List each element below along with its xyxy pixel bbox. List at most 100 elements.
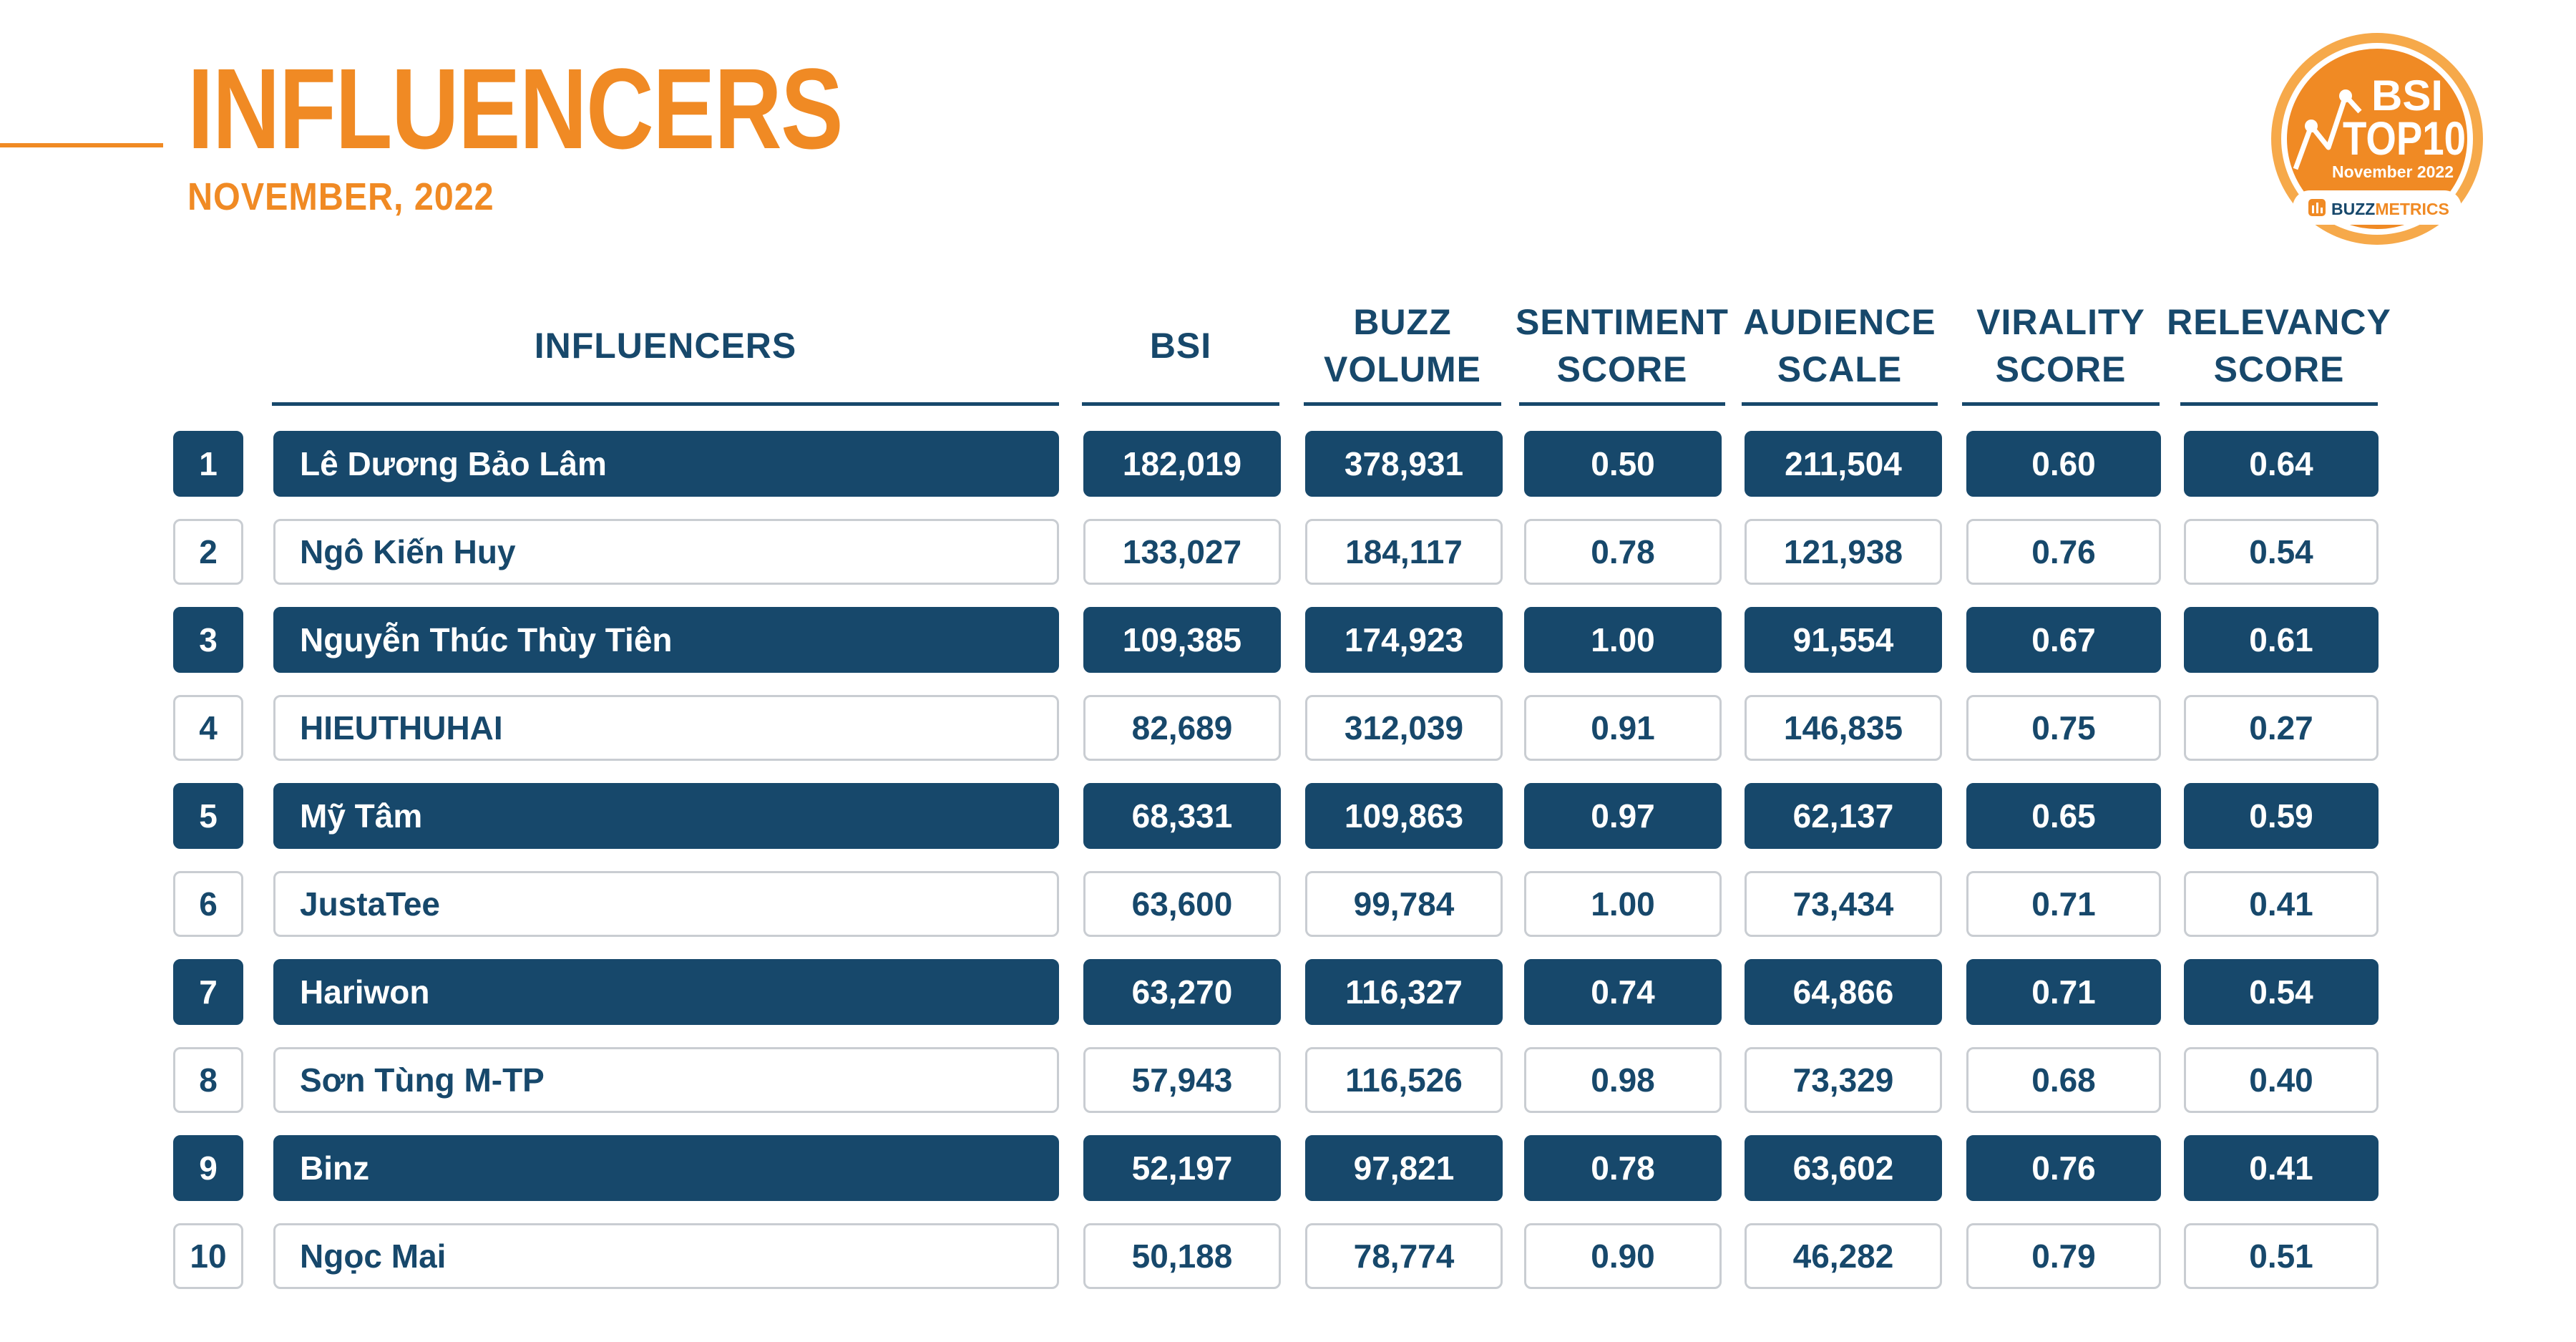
sentiment-score-cell: 0.74 — [1524, 959, 1722, 1025]
virality-score-cell: 0.79 — [1966, 1223, 2161, 1289]
buzz-volume-cell: 184,117 — [1305, 519, 1503, 585]
rank-cell: 2 — [173, 519, 243, 585]
relevancy-score-cell: 0.41 — [2184, 1135, 2379, 1201]
influencer-name-cell: Hariwon — [273, 959, 1059, 1025]
rank-cell: 4 — [173, 695, 243, 761]
virality-score-cell: 0.60 — [1966, 431, 2161, 497]
relevancy-score-cell: 0.51 — [2184, 1223, 2379, 1289]
relevancy-score-cell: 0.41 — [2184, 871, 2379, 937]
header-underline — [1304, 402, 1501, 406]
badge-trend-line-icon — [2293, 93, 2362, 170]
badge-bsi-text: BSI — [2371, 72, 2443, 120]
col-header-buzz-volume: BUZZ VOLUME — [1324, 302, 1481, 389]
header-underline — [272, 402, 1059, 406]
sentiment-score-cell: 1.00 — [1524, 607, 1722, 673]
buzz-volume-cell: 174,923 — [1305, 607, 1503, 673]
rank-cell: 8 — [173, 1047, 243, 1113]
badge-trend-dot — [2305, 120, 2318, 132]
relevancy-score-cell: 0.27 — [2184, 695, 2379, 761]
badge-trend-dot — [2339, 89, 2352, 102]
bsi-cell: 109,385 — [1083, 607, 1281, 673]
bsi-cell: 63,270 — [1083, 959, 1281, 1025]
bsi-cell: 52,197 — [1083, 1135, 1281, 1201]
header-underline — [1082, 402, 1279, 406]
virality-score-cell: 0.71 — [1966, 871, 2161, 937]
buzz-volume-cell: 378,931 — [1305, 431, 1503, 497]
buzz-volume-cell: 116,526 — [1305, 1047, 1503, 1113]
buzz-volume-cell: 78,774 — [1305, 1223, 1503, 1289]
header-underline — [1742, 402, 1938, 406]
influencer-name-cell: Mỹ Tâm — [273, 783, 1059, 849]
audience-scale-cell: 63,602 — [1745, 1135, 1942, 1201]
virality-score-cell: 0.67 — [1966, 607, 2161, 673]
influencer-name-cell: Nguyễn Thúc Thùy Tiên — [273, 607, 1059, 673]
badge-inner-disc — [2287, 49, 2467, 229]
audience-scale-cell: 121,938 — [1745, 519, 1942, 585]
audience-scale-cell: 64,866 — [1745, 959, 1942, 1025]
sentiment-score-cell: 0.91 — [1524, 695, 1722, 761]
col-header-relevancy-score: RELEVANCY SCORE — [2167, 302, 2391, 389]
rank-cell: 5 — [173, 783, 243, 849]
virality-score-cell: 0.68 — [1966, 1047, 2161, 1113]
relevancy-score-cell: 0.61 — [2184, 607, 2379, 673]
sentiment-score-cell: 0.78 — [1524, 1135, 1722, 1201]
logo-bar — [2316, 203, 2318, 213]
audience-scale-cell: 91,554 — [1745, 607, 1942, 673]
audience-scale-cell: 146,835 — [1745, 695, 1942, 761]
audience-scale-cell: 73,329 — [1745, 1047, 1942, 1113]
col-header-bsi: BSI — [1149, 326, 1212, 366]
sentiment-score-cell: 0.98 — [1524, 1047, 1722, 1113]
virality-score-cell: 0.71 — [1966, 959, 2161, 1025]
audience-scale-cell: 73,434 — [1745, 871, 1942, 937]
virality-score-cell: 0.75 — [1966, 695, 2161, 761]
sentiment-score-cell: 0.78 — [1524, 519, 1722, 585]
col-header-sentiment-score: SENTIMENT SCORE — [1516, 302, 1729, 389]
header-underline — [2180, 402, 2378, 406]
buzz-volume-cell: 109,863 — [1305, 783, 1503, 849]
page-title: INFLUENCERS — [187, 44, 844, 172]
buzz-volume-cell: 97,821 — [1305, 1135, 1503, 1201]
rank-cell: 10 — [173, 1223, 243, 1289]
influencer-name-cell: Lê Dương Bảo Lâm — [273, 431, 1059, 497]
influencer-name-cell: Ngô Kiến Huy — [273, 519, 1059, 585]
col-header-audience-scale: AUDIENCE SCALE — [1743, 302, 1936, 389]
relevancy-score-cell: 0.40 — [2184, 1047, 2379, 1113]
audience-scale-cell: 211,504 — [1745, 431, 1942, 497]
bsi-cell: 182,019 — [1083, 431, 1281, 497]
col-header-virality-score: VIRALITY SCORE — [1976, 302, 2145, 389]
influencer-name-cell: Sơn Tùng M-TP — [273, 1047, 1059, 1113]
relevancy-score-cell: 0.54 — [2184, 959, 2379, 1025]
badge-brand-pill — [2293, 190, 2462, 225]
bsi-cell: 57,943 — [1083, 1047, 1281, 1113]
page-subtitle: NOVEMBER, 2022 — [187, 175, 494, 218]
title-accent-line — [0, 143, 163, 147]
buzz-volume-cell: 312,039 — [1305, 695, 1503, 761]
rank-cell: 7 — [173, 959, 243, 1025]
virality-score-cell: 0.76 — [1966, 519, 2161, 585]
audience-scale-cell: 62,137 — [1745, 783, 1942, 849]
header-underline — [1519, 402, 1725, 406]
virality-score-cell: 0.65 — [1966, 783, 2161, 849]
influencer-name-cell: Binz — [273, 1135, 1059, 1201]
virality-score-cell: 0.76 — [1966, 1135, 2161, 1201]
relevancy-score-cell: 0.64 — [2184, 431, 2379, 497]
bsi-top10-badge: BSI TOP10 November 2022 BUZZMETRICS — [2271, 33, 2483, 245]
bsi-cell: 68,331 — [1083, 783, 1281, 849]
rank-cell: 1 — [173, 431, 243, 497]
influencer-name-cell: JustaTee — [273, 871, 1059, 937]
brand-bold: BUZZ — [2331, 200, 2375, 218]
logo-bar — [2321, 208, 2323, 213]
relevancy-score-cell: 0.54 — [2184, 519, 2379, 585]
logo-bar — [2312, 205, 2314, 213]
sentiment-score-cell: 1.00 — [1524, 871, 1722, 937]
audience-scale-cell: 46,282 — [1745, 1223, 1942, 1289]
rank-cell: 9 — [173, 1135, 243, 1201]
badge-brand-text: BUZZMETRICS — [2331, 200, 2449, 218]
bsi-cell: 133,027 — [1083, 519, 1281, 585]
buzz-volume-cell: 116,327 — [1305, 959, 1503, 1025]
influencer-name-cell: HIEUTHUHAI — [273, 695, 1059, 761]
sentiment-score-cell: 0.90 — [1524, 1223, 1722, 1289]
sentiment-score-cell: 0.50 — [1524, 431, 1722, 497]
badge-date-text: November 2022 — [2332, 162, 2454, 181]
sentiment-score-cell: 0.97 — [1524, 783, 1722, 849]
